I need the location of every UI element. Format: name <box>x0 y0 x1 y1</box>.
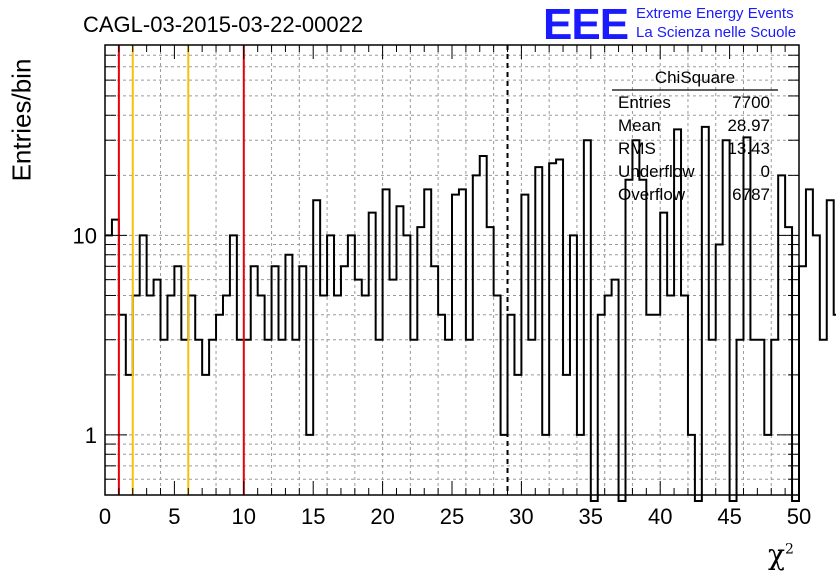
x-tick-label: 0 <box>99 504 111 529</box>
histogram-outline <box>105 125 836 502</box>
stats-box-name: ChiSquare <box>654 68 736 87</box>
tick-labels: 0 5 10 15 20 25 30 35 40 45 50 1 10 <box>73 223 812 529</box>
logo-line-1: Extreme Energy Events <box>636 5 794 22</box>
axis-ticks <box>104 44 800 496</box>
y-axis-title-box: Entries/bin <box>2 40 42 200</box>
x-axis-title: χ2 <box>768 538 794 571</box>
x-tick-label: 45 <box>717 504 741 529</box>
plot-frame <box>104 44 800 496</box>
x-tick-label: 35 <box>579 504 603 529</box>
eee-logo: EEE <box>543 0 629 49</box>
stats-value-rms: 13.43 <box>727 139 770 158</box>
x-tick-label: 50 <box>787 504 811 529</box>
x-tick-label: 30 <box>509 504 533 529</box>
x-tick-label: 40 <box>648 504 672 529</box>
stats-value-mean: 28.97 <box>727 116 770 135</box>
y-tick-label: 10 <box>73 223 97 248</box>
stats-value-overflow: 6787 <box>732 185 770 204</box>
stats-label-underflow: Underflow <box>618 162 695 181</box>
stats-value-entries: 7700 <box>732 93 770 112</box>
chart-title: CAGL-03-2015-03-22-00022 <box>83 12 364 37</box>
x-tick-label: 15 <box>301 504 325 529</box>
stats-value-underflow: 0 <box>760 162 770 181</box>
x-tick-label: 10 <box>232 504 256 529</box>
y-tick-label: 1 <box>85 423 97 448</box>
x-axis-title-sup: 2 <box>784 541 794 558</box>
x-tick-label: 25 <box>440 504 464 529</box>
stats-label-mean: Mean <box>618 116 661 135</box>
stats-label-overflow: Overflow <box>618 185 686 204</box>
stats-label-rms: RMS <box>618 139 656 158</box>
histogram-series <box>105 125 836 502</box>
x-axis-title-base: χ <box>768 538 785 571</box>
logo-line-2: La Scienza nelle Scuole <box>636 24 797 41</box>
y-axis-title: Entries/bin <box>6 58 37 182</box>
x-tick-label: 5 <box>168 504 180 529</box>
stats-label-entries: Entries <box>618 93 671 112</box>
marker-lines <box>117 45 509 495</box>
x-tick-label: 20 <box>370 504 394 529</box>
